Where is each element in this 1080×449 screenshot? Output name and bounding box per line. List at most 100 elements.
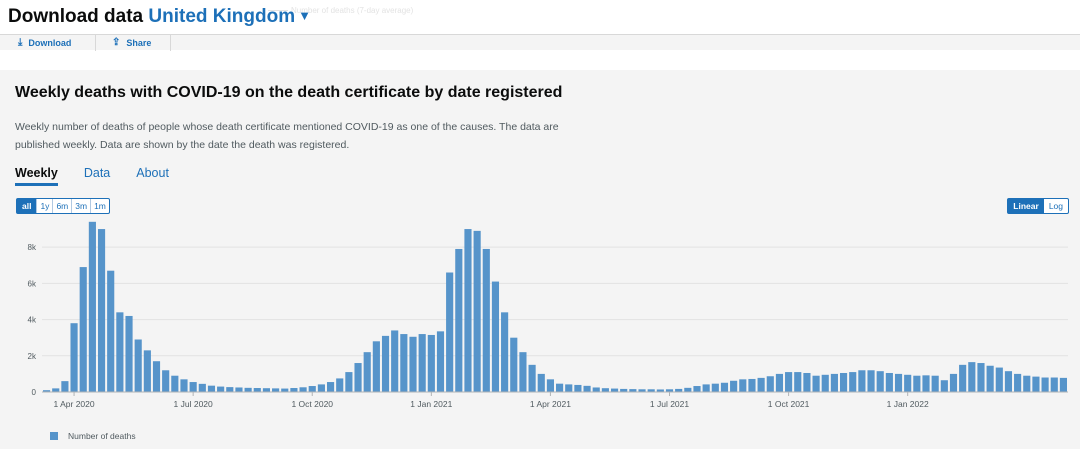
bar[interactable] [739,379,747,392]
bar[interactable] [757,377,765,392]
bar[interactable] [620,388,628,392]
bar[interactable] [162,370,170,392]
bar[interactable] [830,373,838,392]
bar[interactable] [79,267,87,392]
weekly-deaths-chart[interactable]: 0 2k 4k 6k 8k 1 Apr 2020 1 Jul 2020 1 Oct 2020 1… [0,210,1080,430]
bar[interactable] [207,385,216,392]
bar[interactable] [272,388,280,392]
bar[interactable] [180,379,188,392]
bar[interactable] [977,363,985,392]
bar[interactable] [116,312,124,392]
region-selector[interactable]: United Kingdom [148,6,296,27]
bar[interactable] [546,379,554,392]
bar[interactable] [922,375,930,392]
bar[interactable] [189,382,197,392]
bar[interactable] [308,386,316,392]
bar[interactable] [409,336,417,392]
scale-linear-button[interactable]: Linear [1008,199,1044,213]
bar[interactable] [665,389,674,392]
bar[interactable] [253,388,261,392]
bar[interactable] [839,372,848,392]
bar[interactable] [290,388,298,392]
bar[interactable] [510,337,518,392]
bar[interactable] [519,352,527,392]
bar[interactable] [794,372,802,392]
bar[interactable] [235,387,243,392]
bar[interactable] [88,221,96,392]
share-button[interactable]: ⇪ Share [112,35,151,51]
bar[interactable] [537,373,545,392]
bar[interactable] [1059,377,1067,392]
download-button[interactable]: ⤓ Download [18,35,71,51]
bar[interactable] [894,373,903,392]
bar[interactable] [97,229,106,392]
bar[interactable] [601,388,609,392]
bar[interactable] [501,312,509,392]
bar[interactable] [262,388,271,392]
bar[interactable] [418,334,426,392]
bar[interactable] [125,315,133,392]
bar[interactable] [592,387,600,392]
bar[interactable] [436,331,445,392]
range-6m-button[interactable]: 6m [52,199,71,213]
bar[interactable] [995,367,1003,392]
bar[interactable] [43,390,51,392]
bar[interactable] [959,364,967,392]
bar[interactable] [803,372,811,392]
bar[interactable] [1023,375,1031,392]
bar[interactable] [656,389,664,392]
bar[interactable] [317,384,325,392]
bar[interactable] [152,361,161,392]
bar[interactable] [647,389,655,392]
bar[interactable] [867,370,875,392]
bar[interactable] [70,323,78,392]
bar[interactable] [446,272,454,392]
tab-about[interactable]: About [136,166,169,180]
bar[interactable] [464,229,472,392]
bar[interactable] [629,389,637,392]
bar[interactable] [610,388,619,392]
bar[interactable] [281,388,289,392]
bar[interactable] [61,381,69,392]
bar[interactable] [244,387,252,392]
bar[interactable] [876,371,884,392]
bar[interactable] [730,380,738,392]
bar[interactable] [354,363,362,392]
bar[interactable] [1050,377,1058,392]
bar[interactable] [940,380,948,392]
bar[interactable] [143,350,151,392]
bar[interactable] [345,372,353,392]
bar[interactable] [1004,371,1013,392]
range-1y-button[interactable]: 1y [36,199,52,213]
bar[interactable] [702,384,710,392]
bar[interactable] [473,230,481,392]
bar[interactable] [372,341,380,392]
bar[interactable] [913,375,921,392]
scale-log-button[interactable]: Log [1048,201,1063,211]
bar[interactable] [134,339,142,392]
bar[interactable] [565,384,573,392]
tab-data[interactable]: Data [83,166,111,180]
bar[interactable] [775,373,784,392]
bar[interactable] [556,383,564,392]
bar[interactable] [684,387,692,392]
bar[interactable] [720,382,729,392]
bar[interactable] [400,334,408,392]
bar[interactable] [52,388,60,392]
bar[interactable] [904,374,912,392]
bar[interactable] [226,387,234,392]
range-3m-button[interactable]: 3m [71,199,90,213]
bar[interactable] [299,387,307,392]
bar[interactable] [638,389,646,392]
bar[interactable] [198,383,206,392]
caret-down-icon[interactable]: ▼ [298,8,311,23]
bar[interactable] [1032,376,1040,392]
bar[interactable] [812,375,820,392]
bar[interactable] [381,335,390,392]
bar[interactable] [858,370,866,392]
bar[interactable] [171,375,179,392]
bar[interactable] [986,365,994,392]
bar[interactable] [363,352,371,392]
bar[interactable] [455,248,463,392]
bar[interactable] [766,376,774,392]
